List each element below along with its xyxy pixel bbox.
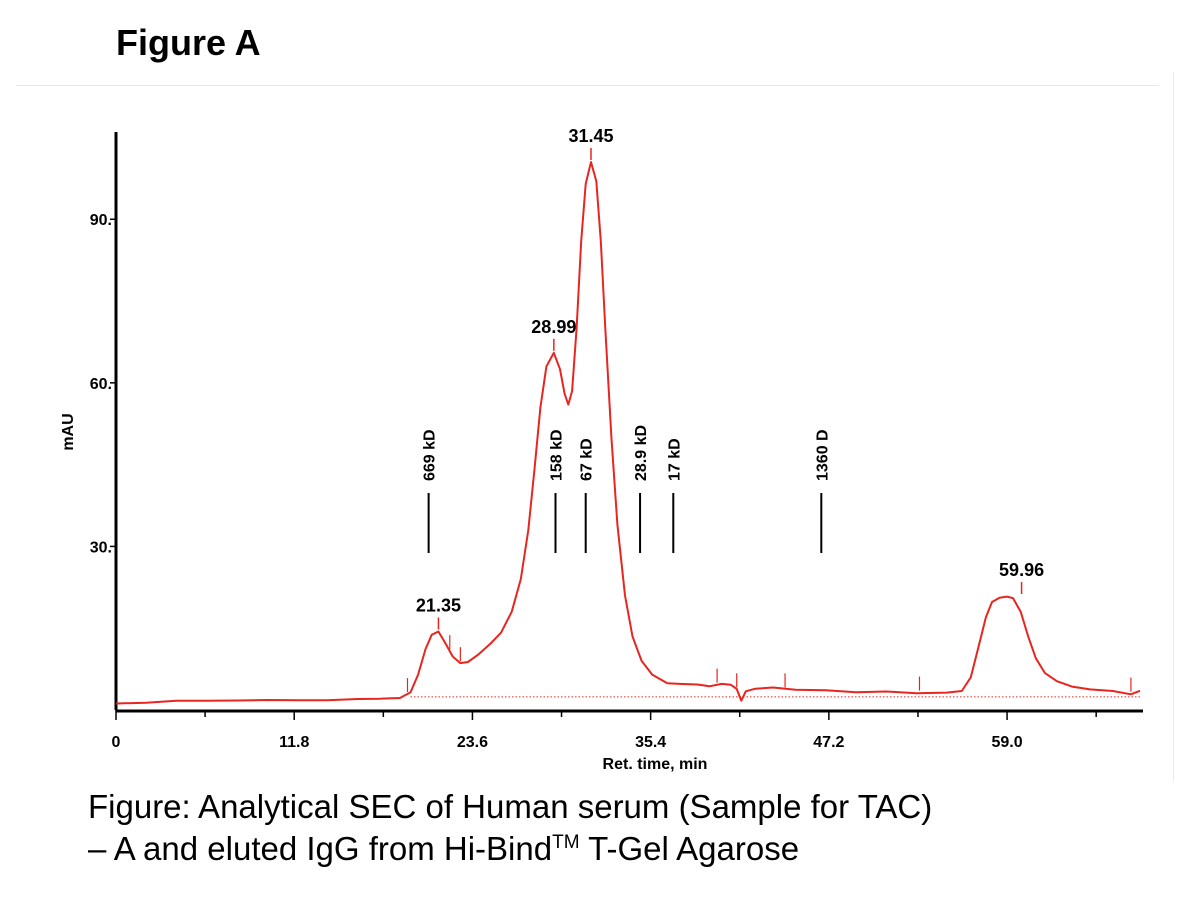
x-tick-label: 59.0 [992,734,1023,751]
x-tick-label: 23.6 [457,734,488,751]
chromatogram-trace [115,161,1141,705]
mw-marker-label: 28.9 kD [633,425,650,481]
trace-layer [115,161,1141,705]
peak-label: 59.96 [999,560,1044,580]
caption-line-2-end: T-Gel Agarose [579,830,800,867]
caption-trademark: TM [552,832,580,853]
x-tick-label: 47.2 [813,734,844,751]
caption-line-2: – A and eluted IgG from Hi-BindTM T-Gel … [88,828,932,870]
peak-label: 21.35 [416,595,461,615]
x-tick-label: 11.8 [279,734,309,751]
y-tick-label: 30. [90,539,112,556]
x-tick-label: 35.4 [635,734,666,751]
y-axis-label: mAU [60,413,77,450]
mw-marker-label: 669 kD [422,429,439,481]
peak-label: 31.45 [568,126,613,146]
mw-marker-label: 67 kD [579,438,596,481]
mw-marker-label: 158 kD [548,429,565,481]
peak-label: 28.99 [531,317,576,337]
x-tick-label: 0 [112,734,121,751]
caption-line-2-start: – A and eluted IgG from Hi-Bind [88,830,553,867]
figure-caption: Figure: Analytical SEC of Human serum (S… [88,786,932,870]
y-tick-label: 90. [90,212,112,229]
caption-line-1: Figure: Analytical SEC of Human serum (S… [88,788,933,825]
mw-markers: 669 kD 158 kD 67 kD 28.9 kD 17 kD 1360 D [422,425,831,553]
top-divider [16,85,1159,86]
mw-marker-label: 17 kD [666,438,683,481]
y-tick-label: 60. [90,376,112,393]
right-divider [1173,72,1174,782]
peak-labels: 21.35 28.99 31.45 59.96 [416,126,1044,630]
x-axis-label: Ret. time, min [603,756,708,773]
axes: 0 11.8 23.6 35.4 47.2 59.0 30. 60. 90. [90,132,1143,751]
figure-title: Figure A [116,22,261,63]
mw-marker-label: 1360 D [814,429,831,481]
